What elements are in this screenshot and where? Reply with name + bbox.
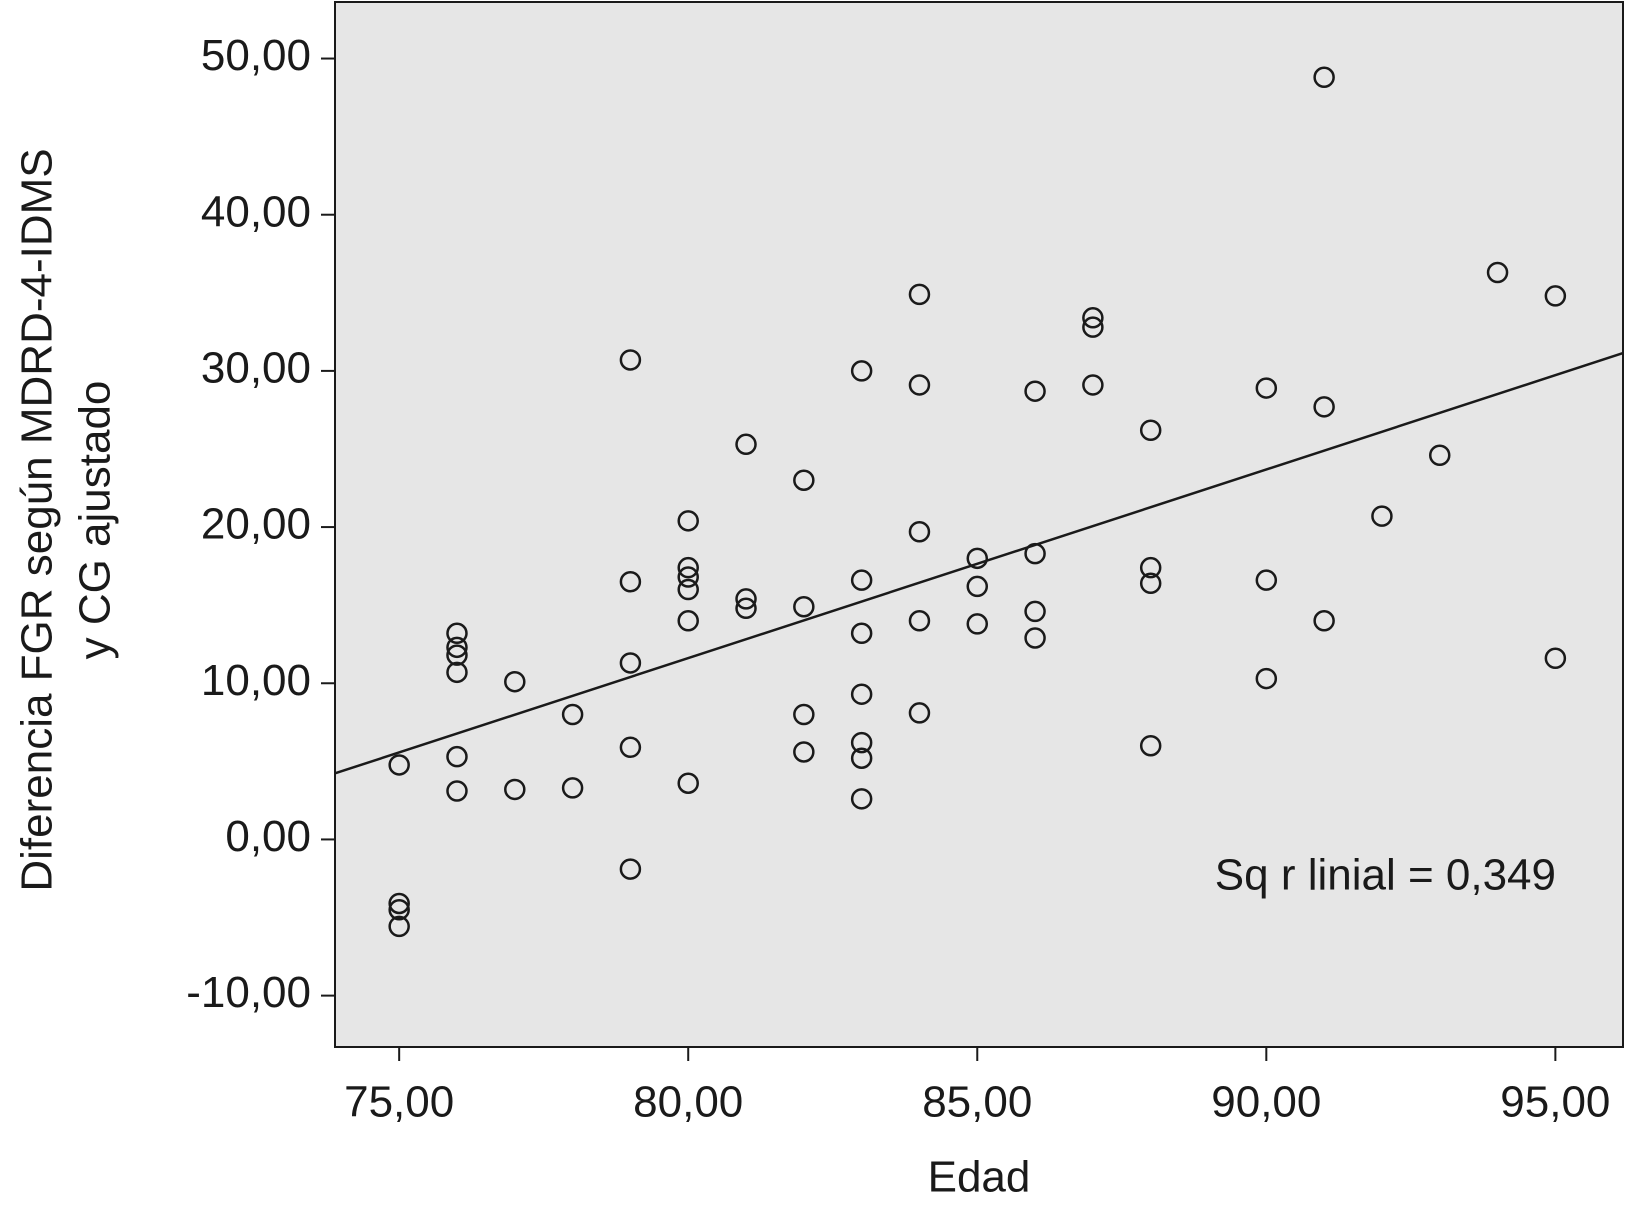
point [735, 597, 757, 620]
point [850, 731, 873, 754]
point [388, 915, 410, 938]
point [793, 595, 815, 618]
point [1082, 307, 1104, 329]
point [1024, 542, 1046, 565]
point [1082, 374, 1104, 396]
point [1255, 569, 1278, 591]
point [446, 644, 468, 666]
point [1313, 66, 1335, 89]
point [504, 778, 526, 801]
y-tick-label: -10,00 [186, 968, 311, 1017]
point [1139, 556, 1162, 579]
point [619, 652, 642, 674]
point [446, 780, 468, 802]
point [908, 374, 931, 396]
point [735, 433, 757, 456]
point [735, 588, 757, 610]
point [793, 703, 815, 726]
point [1139, 572, 1162, 595]
y-tick-label: 30,00 [201, 344, 311, 393]
point [850, 683, 873, 705]
point [619, 570, 642, 593]
point [908, 610, 931, 632]
point [850, 788, 873, 810]
point [1486, 261, 1509, 284]
point [850, 569, 873, 591]
y-tick-label: 50,00 [201, 31, 311, 80]
plot-area [334, 1, 1624, 1048]
y-tick-label: 40,00 [201, 187, 311, 236]
point [1024, 627, 1046, 649]
point [1544, 647, 1567, 670]
point [446, 622, 468, 645]
point [388, 898, 410, 921]
annotation: Sq r linial = 0,349 [1215, 851, 1556, 900]
point [619, 858, 642, 880]
y-axis-label: y CG ajustado [71, 381, 120, 660]
point [966, 547, 989, 570]
point [1024, 600, 1046, 623]
point [1313, 610, 1335, 632]
y-tick-label: 20,00 [201, 500, 311, 549]
point [1255, 377, 1278, 399]
point [677, 610, 699, 632]
point [561, 777, 584, 799]
point [966, 575, 989, 598]
point [1428, 444, 1451, 466]
y-tick-label: 0,00 [225, 812, 311, 861]
x-axis-label: Edad [928, 1153, 1031, 1202]
point [793, 741, 815, 763]
point [1255, 667, 1278, 690]
point [850, 360, 873, 382]
point [619, 736, 642, 759]
point [908, 702, 931, 724]
point [1139, 734, 1162, 757]
point [446, 745, 468, 768]
point [966, 613, 989, 635]
point [908, 283, 931, 306]
point [561, 703, 584, 726]
point [677, 556, 699, 579]
point [619, 349, 642, 371]
point [388, 892, 410, 915]
y-axis-label: Diferencia FGR según MDRD-4-IDMS [13, 148, 62, 891]
point [677, 772, 699, 794]
point [446, 661, 468, 684]
point [908, 521, 931, 543]
point [850, 747, 873, 769]
x-tick-label: 85,00 [922, 1078, 1032, 1127]
x-tick-label: 80,00 [633, 1078, 743, 1127]
point [1082, 316, 1104, 338]
x-tick-label: 75,00 [344, 1078, 454, 1127]
point [793, 469, 815, 491]
point [677, 510, 699, 532]
x-tick-label: 90,00 [1211, 1078, 1321, 1127]
point [1371, 505, 1393, 527]
point [388, 754, 410, 776]
point [677, 566, 699, 588]
point [677, 578, 699, 601]
y-tick-label: 10,00 [201, 656, 311, 705]
point [1139, 419, 1162, 441]
point [504, 670, 526, 693]
point [446, 636, 468, 659]
point [1024, 380, 1046, 402]
point [850, 622, 873, 645]
point [1313, 396, 1335, 418]
trend-line [334, 351, 1624, 775]
x-tick-label: 95,00 [1500, 1078, 1610, 1127]
point [1544, 285, 1567, 307]
